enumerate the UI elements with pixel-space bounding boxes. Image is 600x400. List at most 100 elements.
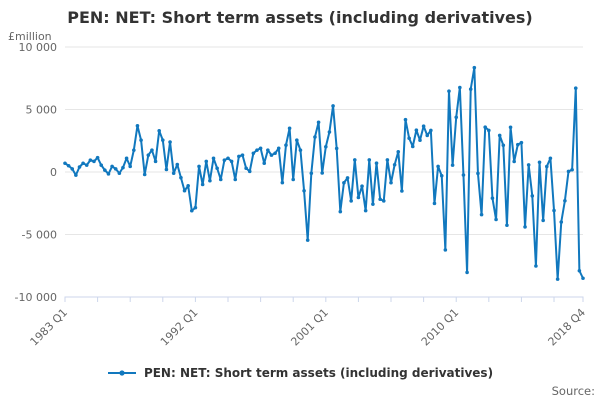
- data-point-marker[interactable]: [99, 163, 104, 167]
- data-point-marker[interactable]: [505, 223, 509, 228]
- data-point-marker[interactable]: [566, 169, 571, 174]
- data-point-marker[interactable]: [570, 167, 574, 172]
- data-point-marker[interactable]: [295, 138, 299, 142]
- data-point-marker[interactable]: [450, 163, 455, 167]
- data-point-marker[interactable]: [298, 148, 303, 152]
- data-point-marker[interactable]: [552, 208, 556, 213]
- data-point-marker[interactable]: [218, 177, 223, 182]
- data-point-marker[interactable]: [573, 86, 578, 90]
- data-point-marker[interactable]: [204, 159, 209, 164]
- data-point-marker[interactable]: [385, 158, 390, 162]
- data-point-marker[interactable]: [77, 165, 82, 169]
- data-point-marker[interactable]: [349, 199, 353, 203]
- data-point-marker[interactable]: [226, 156, 230, 161]
- data-point-marker[interactable]: [132, 148, 136, 152]
- data-point-marker[interactable]: [490, 196, 495, 200]
- data-point-marker[interactable]: [352, 158, 357, 162]
- data-point-marker[interactable]: [534, 264, 538, 268]
- data-point-marker[interactable]: [74, 173, 78, 177]
- data-point-marker[interactable]: [92, 159, 96, 164]
- data-point-marker[interactable]: [110, 164, 114, 169]
- data-point-marker[interactable]: [519, 140, 524, 145]
- data-point-marker[interactable]: [63, 161, 67, 166]
- data-point-marker[interactable]: [523, 225, 527, 229]
- data-point-marker[interactable]: [124, 156, 129, 161]
- data-point-marker[interactable]: [494, 217, 498, 222]
- data-point-marker[interactable]: [432, 201, 437, 206]
- data-point-marker[interactable]: [247, 169, 252, 174]
- data-point-marker[interactable]: [356, 195, 361, 200]
- data-point-marker[interactable]: [472, 65, 477, 70]
- data-point-marker[interactable]: [483, 125, 488, 129]
- data-point-marker[interactable]: [429, 128, 433, 133]
- data-point-marker[interactable]: [374, 161, 379, 165]
- data-point-marker[interactable]: [461, 173, 466, 177]
- data-point-marker[interactable]: [363, 208, 368, 213]
- data-point-marker[interactable]: [479, 212, 484, 217]
- data-point-marker[interactable]: [150, 148, 154, 152]
- data-point-marker[interactable]: [581, 276, 585, 281]
- data-point-marker[interactable]: [563, 198, 567, 203]
- data-point-marker[interactable]: [179, 175, 183, 180]
- data-point-marker[interactable]: [371, 202, 375, 206]
- data-point-marker[interactable]: [309, 171, 314, 176]
- data-point-marker[interactable]: [367, 158, 372, 162]
- data-point-marker[interactable]: [258, 146, 263, 151]
- data-point-marker[interactable]: [331, 104, 335, 108]
- data-point-marker[interactable]: [135, 123, 140, 128]
- data-point-marker[interactable]: [425, 133, 430, 138]
- data-point-marker[interactable]: [255, 148, 259, 152]
- data-point-marker[interactable]: [164, 167, 169, 172]
- data-point-marker[interactable]: [436, 164, 440, 169]
- data-point-marker[interactable]: [139, 138, 143, 142]
- data-point-marker[interactable]: [447, 89, 451, 93]
- data-point-marker[interactable]: [128, 164, 132, 169]
- data-point-marker[interactable]: [389, 180, 393, 185]
- data-point-marker[interactable]: [189, 208, 194, 213]
- data-point-marker[interactable]: [396, 149, 401, 154]
- data-point-marker[interactable]: [421, 124, 426, 128]
- data-point-marker[interactable]: [407, 136, 411, 141]
- data-point-marker[interactable]: [414, 128, 419, 132]
- data-point-marker[interactable]: [70, 167, 75, 171]
- data-point-marker[interactable]: [153, 159, 158, 164]
- data-point-marker[interactable]: [237, 154, 241, 159]
- data-point-marker[interactable]: [302, 188, 306, 193]
- data-point-marker[interactable]: [287, 126, 292, 131]
- data-point-marker[interactable]: [320, 171, 324, 175]
- data-point-marker[interactable]: [211, 156, 216, 161]
- data-point-marker[interactable]: [208, 178, 212, 183]
- data-point-marker[interactable]: [476, 171, 480, 176]
- data-point-marker[interactable]: [400, 189, 404, 193]
- data-point-marker[interactable]: [555, 277, 560, 281]
- data-point-marker[interactable]: [324, 144, 328, 149]
- data-point-marker[interactable]: [276, 146, 281, 151]
- data-point-marker[interactable]: [443, 248, 448, 252]
- data-point-marker[interactable]: [305, 238, 310, 242]
- data-point-marker[interactable]: [338, 209, 343, 214]
- data-point-marker[interactable]: [280, 180, 285, 185]
- data-point-marker[interactable]: [360, 184, 364, 188]
- data-point-marker[interactable]: [284, 143, 288, 147]
- data-point-marker[interactable]: [113, 167, 118, 171]
- data-point-marker[interactable]: [182, 188, 187, 193]
- data-point-marker[interactable]: [171, 171, 176, 176]
- data-point-marker[interactable]: [468, 87, 473, 91]
- data-point-marker[interactable]: [233, 177, 238, 182]
- data-point-marker[interactable]: [142, 172, 147, 177]
- data-point-marker[interactable]: [121, 165, 125, 170]
- data-point-marker[interactable]: [497, 133, 502, 138]
- data-point-marker[interactable]: [146, 153, 151, 157]
- data-point-marker[interactable]: [577, 268, 582, 273]
- data-point-marker[interactable]: [193, 205, 198, 210]
- data-point-marker[interactable]: [512, 159, 516, 164]
- data-point-marker[interactable]: [378, 197, 382, 202]
- data-point-marker[interactable]: [548, 156, 553, 161]
- data-point-marker[interactable]: [345, 176, 350, 180]
- data-point-marker[interactable]: [559, 220, 564, 224]
- data-point-marker[interactable]: [222, 158, 227, 162]
- data-point-marker[interactable]: [161, 138, 165, 142]
- data-point-marker[interactable]: [244, 166, 248, 171]
- data-point-marker[interactable]: [501, 143, 506, 148]
- data-point-marker[interactable]: [88, 158, 93, 162]
